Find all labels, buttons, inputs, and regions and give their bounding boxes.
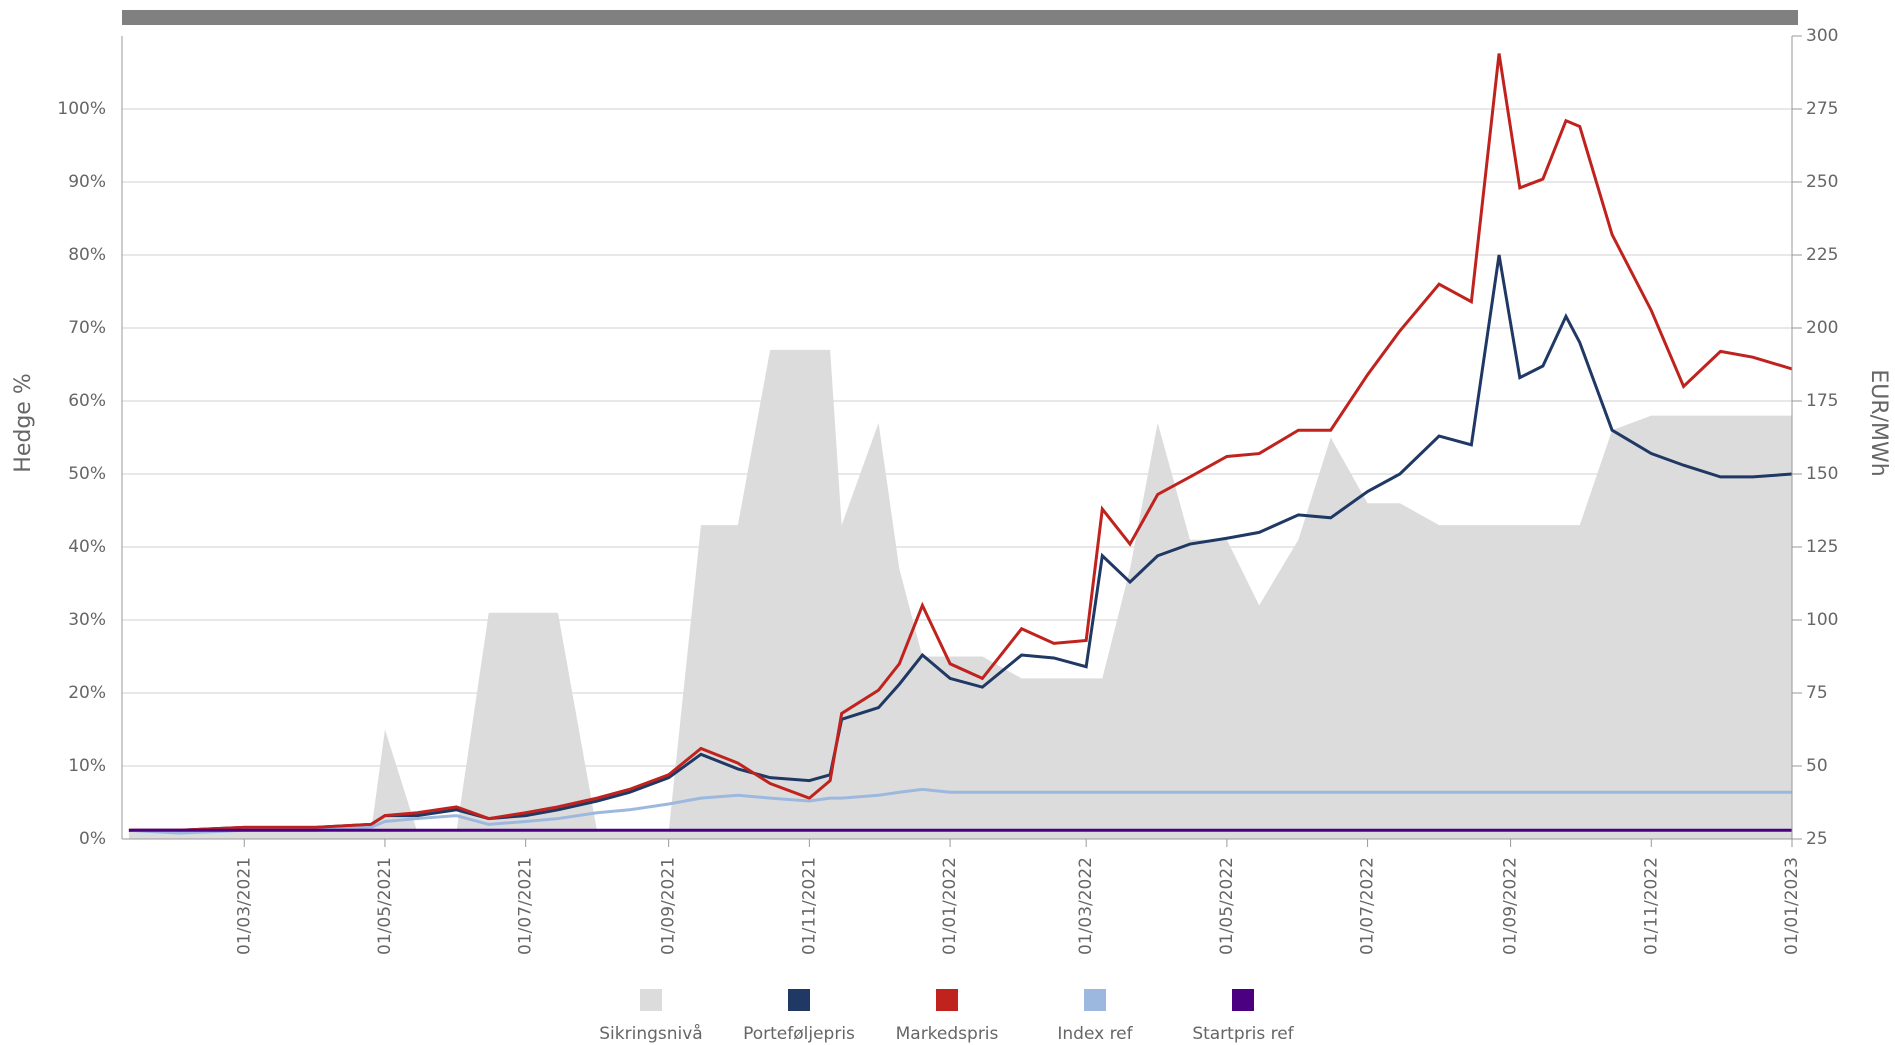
x-tick-label: 01/09/2022 <box>1501 857 1521 955</box>
y-tick-label: 60% <box>68 391 106 411</box>
plot <box>128 53 1793 839</box>
legend-label: Startpris ref <box>1192 1024 1294 1044</box>
y-tick-label: 80% <box>68 245 106 265</box>
x-tick-label: 01/09/2021 <box>659 857 679 955</box>
y-tick-label: 20% <box>68 683 106 703</box>
legend-label: Markedspris <box>896 1024 999 1044</box>
y2-tick-label: 125 <box>1806 537 1838 557</box>
grid <box>122 108 1792 840</box>
y2-tick-label: 100 <box>1806 610 1838 630</box>
y-tick-label: 30% <box>68 610 106 630</box>
legend-item[interactable]: Sikringsnivå <box>599 989 703 1044</box>
y2-tick-label: 25 <box>1806 829 1828 849</box>
y-tick-label: 40% <box>68 537 106 557</box>
x-tick-label: 01/01/2023 <box>1782 857 1802 955</box>
legend-label: Porteføljepris <box>743 1024 855 1044</box>
y-axis-title: Hedge % <box>11 373 36 472</box>
legend-swatch <box>788 989 810 1011</box>
y-tick-label: 90% <box>68 172 106 192</box>
legend-swatch <box>1084 989 1106 1011</box>
y2-tick-label: 200 <box>1806 318 1838 338</box>
legend-item[interactable]: Porteføljepris <box>743 989 855 1044</box>
x-tick-label: 01/07/2021 <box>516 857 536 955</box>
y2-tick-label: 225 <box>1806 245 1838 265</box>
y2-tick-label: 300 <box>1806 26 1838 46</box>
x-tick-label: 01/05/2021 <box>375 857 395 955</box>
line <box>128 53 1793 832</box>
x-tick-label: 01/03/2021 <box>234 857 254 955</box>
y2-tick-label: 175 <box>1806 391 1838 411</box>
scrollbar[interactable] <box>122 10 1798 25</box>
y-tick-label: 70% <box>68 318 106 338</box>
y-tick-label: 0% <box>79 829 106 849</box>
y-tick-label: 100% <box>57 99 106 119</box>
legend-label: Sikringsnivå <box>599 1023 702 1044</box>
x-tick-label: 01/11/2021 <box>799 857 819 955</box>
y2-tick-label: 50 <box>1806 756 1828 776</box>
legend-item[interactable]: Index ref <box>1057 989 1134 1044</box>
y2-tick-label: 150 <box>1806 464 1838 484</box>
legend-swatch <box>1232 989 1254 1011</box>
y2-tick-label: 75 <box>1806 683 1828 703</box>
x-tick-label: 01/03/2022 <box>1076 857 1096 955</box>
legend-item[interactable]: Startpris ref <box>1192 989 1295 1044</box>
legend-swatch <box>936 989 958 1011</box>
line <box>128 787 1792 835</box>
legend-swatch <box>640 989 662 1011</box>
x-tick-label: 01/11/2022 <box>1641 857 1661 955</box>
y-tick-label: 50% <box>68 464 106 484</box>
area <box>128 349 1792 839</box>
y-tick-label: 10% <box>68 756 106 776</box>
y2-tick-label: 250 <box>1806 172 1838 192</box>
y2-tick-label: 275 <box>1806 99 1838 119</box>
x-tick-label: 01/07/2022 <box>1358 857 1378 955</box>
x-tick-label: 01/05/2022 <box>1217 857 1237 955</box>
y2-axis-title: EUR/MWh <box>1866 369 1891 476</box>
x-tick-label: 01/01/2022 <box>940 857 960 955</box>
legend-label: Index ref <box>1057 1024 1133 1044</box>
legend-item[interactable]: Markedspris <box>896 989 999 1044</box>
